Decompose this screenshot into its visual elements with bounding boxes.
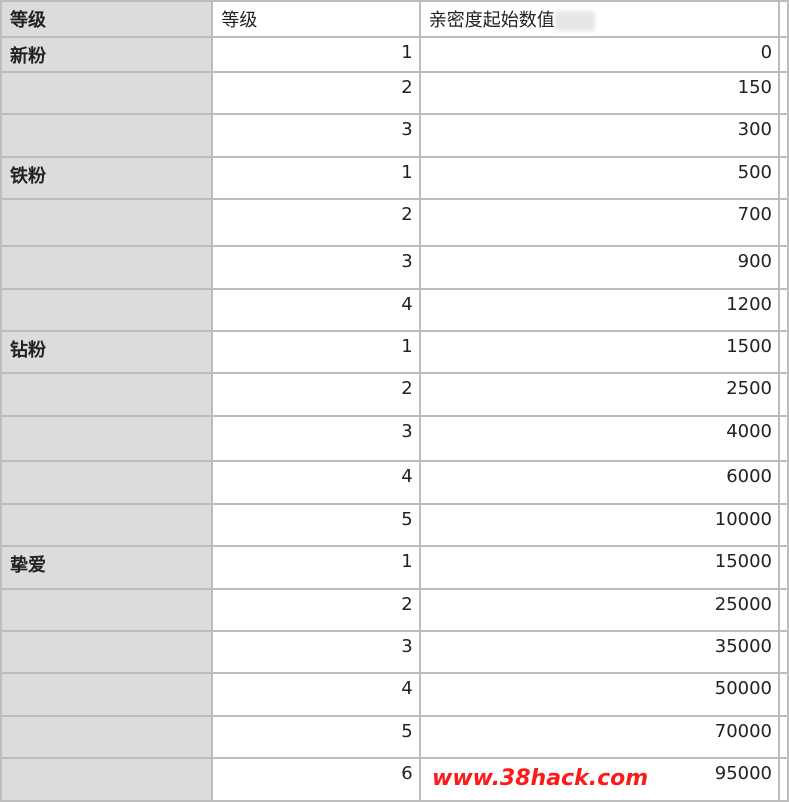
table-row: 4 1200 xyxy=(0,288,789,332)
level-cell[interactable]: 5 xyxy=(211,503,421,547)
table-row: 3 900 xyxy=(0,245,789,290)
partial-cell[interactable] xyxy=(778,113,789,158)
partial-cell[interactable] xyxy=(778,372,789,417)
group-cell[interactable]: 新粉 xyxy=(0,36,214,73)
header-partial-cell[interactable] xyxy=(778,0,789,38)
value-cell[interactable]: 300 xyxy=(418,113,781,158)
partial-cell[interactable] xyxy=(778,198,789,247)
table-row: 铁粉 1 500 xyxy=(0,156,789,200)
group-cell[interactable] xyxy=(0,245,214,290)
level-cell[interactable]: 1 xyxy=(211,156,421,200)
group-cell[interactable] xyxy=(0,672,214,717)
level-cell[interactable]: 2 xyxy=(211,198,421,247)
table-row: 2 150 xyxy=(0,71,789,115)
value-cell[interactable]: 70000 xyxy=(418,715,781,759)
value-cell[interactable]: 25000 xyxy=(418,588,781,632)
level-cell[interactable]: 2 xyxy=(211,372,421,417)
table-row: 2 700 xyxy=(0,198,789,247)
header-group[interactable]: 等级 xyxy=(0,0,214,38)
table-row: 4 6000 xyxy=(0,460,789,505)
group-cell[interactable] xyxy=(0,715,214,759)
partial-cell[interactable] xyxy=(778,460,789,505)
partial-cell[interactable] xyxy=(778,71,789,115)
table-row: 2 25000 xyxy=(0,588,789,632)
level-cell[interactable]: 5 xyxy=(211,715,421,759)
value-cell[interactable]: 50000 xyxy=(418,672,781,717)
group-cell[interactable] xyxy=(0,198,214,247)
value-cell[interactable]: 700 xyxy=(418,198,781,247)
table-row: 钻粉 1 1500 xyxy=(0,330,789,374)
group-cell[interactable]: 钻粉 xyxy=(0,330,214,374)
value-cell[interactable]: 0 xyxy=(418,36,781,73)
header-intimacy-text: 亲密度起始数值 xyxy=(428,10,555,31)
value-cell[interactable]: 6000 xyxy=(418,460,781,505)
level-cell[interactable]: 3 xyxy=(211,245,421,290)
value-cell[interactable]: 150 xyxy=(418,71,781,115)
group-cell[interactable] xyxy=(0,503,214,547)
level-cell[interactable]: 4 xyxy=(211,460,421,505)
partial-cell[interactable] xyxy=(778,545,789,590)
level-cell[interactable]: 3 xyxy=(211,630,421,674)
level-cell[interactable]: 2 xyxy=(211,588,421,632)
partial-cell[interactable] xyxy=(778,757,789,802)
level-cell[interactable]: 1 xyxy=(211,330,421,374)
partial-cell[interactable] xyxy=(778,715,789,759)
table-row: 5 10000 xyxy=(0,503,789,547)
level-cell[interactable]: 4 xyxy=(211,288,421,332)
level-cell[interactable]: 3 xyxy=(211,415,421,462)
value-cell[interactable]: 900 xyxy=(418,245,781,290)
level-cell[interactable]: 1 xyxy=(211,36,421,73)
partial-cell[interactable] xyxy=(778,672,789,717)
table-row: 3 300 xyxy=(0,113,789,158)
table-row: 3 4000 xyxy=(0,415,789,462)
partial-cell[interactable] xyxy=(778,588,789,632)
group-cell[interactable] xyxy=(0,113,214,158)
group-cell[interactable] xyxy=(0,71,214,115)
value-cell[interactable]: 15000 xyxy=(418,545,781,590)
table-row: 6 95000 xyxy=(0,757,789,802)
value-cell[interactable]: 95000 xyxy=(418,757,781,802)
partial-cell[interactable] xyxy=(778,288,789,332)
table-row: 5 70000 xyxy=(0,715,789,759)
table-row: 3 35000 xyxy=(0,630,789,674)
value-cell[interactable]: 1200 xyxy=(418,288,781,332)
partial-cell[interactable] xyxy=(778,415,789,462)
group-cell[interactable]: 挚爱 xyxy=(0,545,214,590)
group-cell[interactable]: 铁粉 xyxy=(0,156,214,200)
level-cell[interactable]: 3 xyxy=(211,113,421,158)
table-row: 挚爱 1 15000 xyxy=(0,545,789,590)
group-cell[interactable] xyxy=(0,460,214,505)
blurred-text xyxy=(554,11,595,31)
header-row: 等级 等级 亲密度起始数值 xyxy=(0,0,789,38)
partial-cell[interactable] xyxy=(778,156,789,200)
value-cell[interactable]: 10000 xyxy=(418,503,781,547)
partial-cell[interactable] xyxy=(778,630,789,674)
table-row: 新粉 1 0 xyxy=(0,36,789,73)
partial-cell[interactable] xyxy=(778,245,789,290)
level-cell[interactable]: 1 xyxy=(211,545,421,590)
level-cell[interactable]: 6 xyxy=(211,757,421,802)
level-cell[interactable]: 4 xyxy=(211,672,421,717)
group-cell[interactable] xyxy=(0,588,214,632)
value-cell[interactable]: 4000 xyxy=(418,415,781,462)
partial-cell[interactable] xyxy=(778,503,789,547)
table-row: 2 2500 xyxy=(0,372,789,417)
group-cell[interactable] xyxy=(0,630,214,674)
group-cell[interactable] xyxy=(0,415,214,462)
partial-cell[interactable] xyxy=(778,330,789,374)
value-cell[interactable]: 2500 xyxy=(418,372,781,417)
group-cell[interactable] xyxy=(0,288,214,332)
partial-cell[interactable] xyxy=(778,36,789,73)
value-cell[interactable]: 500 xyxy=(418,156,781,200)
watermark: www.38hack.com xyxy=(432,766,649,791)
header-intimacy-start[interactable]: 亲密度起始数值 xyxy=(418,0,781,38)
group-cell[interactable] xyxy=(0,757,214,802)
value-cell[interactable]: 1500 xyxy=(418,330,781,374)
value-cell[interactable]: 35000 xyxy=(418,630,781,674)
group-cell[interactable] xyxy=(0,372,214,417)
level-cell[interactable]: 2 xyxy=(211,71,421,115)
table-row: 4 50000 xyxy=(0,672,789,717)
header-level[interactable]: 等级 xyxy=(211,0,421,38)
